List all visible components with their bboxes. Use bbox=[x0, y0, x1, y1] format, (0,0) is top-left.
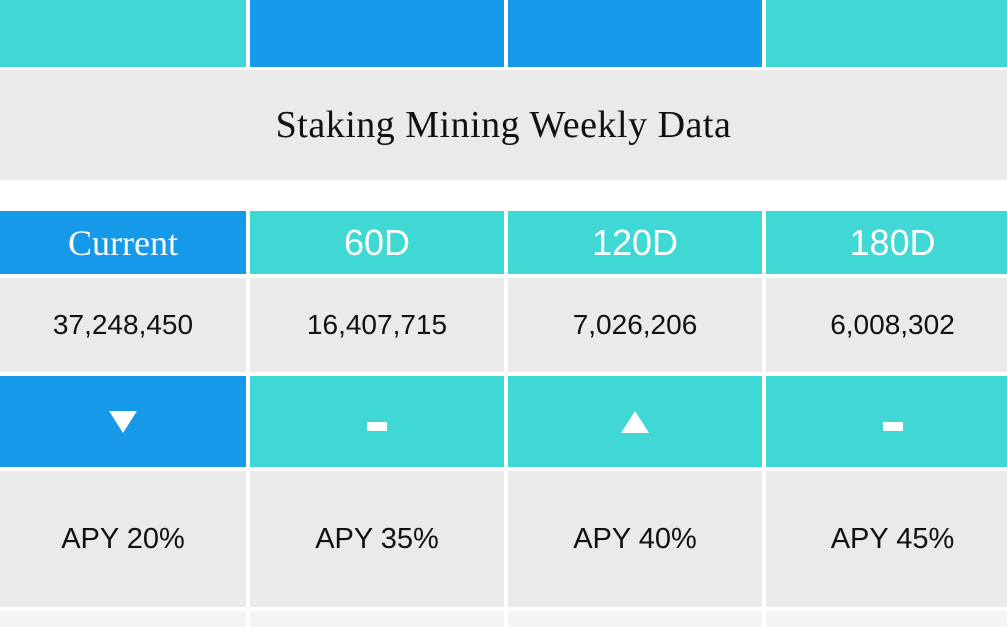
trend-cell-60d bbox=[250, 376, 504, 467]
triangle-up-icon bbox=[621, 410, 649, 433]
trend-cell-180d bbox=[766, 376, 1007, 467]
top-color-strip bbox=[0, 0, 1007, 67]
top-strip-segment-3 bbox=[508, 0, 762, 67]
bottom-edge-segment bbox=[508, 611, 762, 627]
apy-180d: APY 45% bbox=[766, 471, 1007, 607]
period-header-current: Current bbox=[0, 211, 246, 274]
trend-row bbox=[0, 376, 1007, 467]
period-header-60d: 60D bbox=[250, 211, 504, 274]
top-strip-segment-2 bbox=[250, 0, 504, 67]
bottom-edge bbox=[0, 611, 1007, 627]
trend-cell-120d bbox=[508, 376, 762, 467]
apy-120d: APY 40% bbox=[508, 471, 762, 607]
staked-amount-180d: 6,008,302 bbox=[766, 278, 1007, 372]
bottom-edge-segment bbox=[0, 611, 246, 627]
staked-amount-120d: 7,026,206 bbox=[508, 278, 762, 372]
apy-current: APY 20% bbox=[0, 471, 246, 607]
top-strip-segment-4 bbox=[766, 0, 1007, 67]
dash-icon bbox=[882, 422, 903, 431]
triangle-down-icon bbox=[109, 410, 137, 433]
top-strip-segment-1 bbox=[0, 0, 246, 67]
bottom-edge-segment bbox=[250, 611, 504, 627]
period-header-180d: 180D bbox=[766, 211, 1007, 274]
period-header-120d: 120D bbox=[508, 211, 762, 274]
staked-amount-current: 37,248,450 bbox=[0, 278, 246, 372]
apy-60d: APY 35% bbox=[250, 471, 504, 607]
staked-amount-60d: 16,407,715 bbox=[250, 278, 504, 372]
apy-row: APY 20% APY 35% APY 40% APY 45% bbox=[0, 471, 1007, 607]
staked-amount-row: 37,248,450 16,407,715 7,026,206 6,008,30… bbox=[0, 278, 1007, 372]
title-band: Staking Mining Weekly Data bbox=[0, 70, 1007, 180]
page-title: Staking Mining Weekly Data bbox=[275, 104, 732, 146]
period-header-row: Current 60D 120D 180D bbox=[0, 211, 1007, 274]
dash-icon bbox=[367, 422, 387, 431]
bottom-edge-segment bbox=[766, 611, 1007, 627]
trend-cell-current bbox=[0, 376, 246, 467]
